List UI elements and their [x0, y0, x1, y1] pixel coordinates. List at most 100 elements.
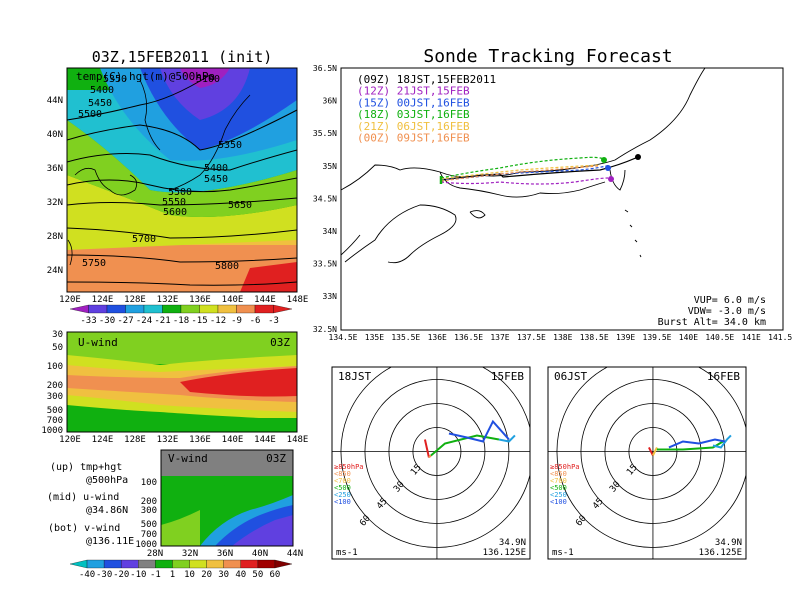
u-ytick-label: 100 — [47, 362, 63, 372]
hodo-trace — [448, 419, 510, 443]
legend-line-4: @34.86N — [86, 505, 128, 516]
track-xtick-label: 135E — [365, 333, 384, 342]
track-xtick-label: 139E — [616, 333, 635, 342]
lon-tick-label: 144E — [254, 295, 276, 305]
param-burst: Burst Alt= 34.0 km — [658, 317, 766, 328]
hodo-time: 06JST — [554, 370, 587, 383]
wind-colorbar-label: 40 — [235, 570, 246, 580]
colorbar-label: -18 — [173, 316, 189, 326]
v-wind-label: V-wind — [168, 452, 208, 465]
track-ytick-label: 36.5N — [313, 64, 337, 73]
lon-tick-label: 148E — [287, 295, 309, 305]
hodo-trace — [428, 454, 432, 459]
contour-label: 5100 — [196, 74, 220, 85]
lat-tick-label: 24N — [47, 266, 63, 276]
hodo-trace — [668, 438, 726, 449]
hodo-level-label: ≥850hPa — [334, 463, 364, 471]
left-legend: (up) tmp+hgt @500hPa (mid) u-wind @34.86… — [47, 462, 134, 547]
track-end-marker — [605, 165, 611, 171]
hodo-level-label: <700 — [334, 477, 351, 485]
track-ytick-label: 34N — [323, 227, 338, 236]
track-legend-entry: (00Z) 09JST,16FEB — [357, 132, 470, 145]
u-ytick-label: 50 — [52, 343, 63, 353]
colorbar-swatch — [162, 304, 182, 314]
track-xtick-label: 138E — [553, 333, 572, 342]
param-vup: VUP= 6.0 m/s — [694, 295, 766, 306]
contour-label: 5400 — [90, 85, 114, 96]
v-ytick-label: 300 — [141, 506, 157, 516]
track-ytick-label: 33.5N — [313, 260, 337, 269]
wind-colorbar-swatch — [240, 559, 258, 569]
lon-tick-label: 136E — [189, 295, 211, 305]
v-ytick-label: 700 — [141, 530, 157, 540]
top-colorbar: -33 -30 -27 -24 -21 -18 -15 -12 -9 -6 -3 — [69, 304, 293, 326]
colorbar-swatch — [180, 304, 200, 314]
u-ytick-label: 700 — [47, 416, 63, 426]
wind-colorbar-swatch — [189, 559, 207, 569]
main-title: Sonde Tracking Forecast — [423, 46, 672, 67]
track-xtick-label: 137.5E — [517, 333, 546, 342]
contour-label: 5500 — [78, 109, 102, 120]
lon-tick-label: 120E — [59, 295, 81, 305]
wind-colorbar-swatch — [86, 559, 105, 569]
wind-colorbar-swatch — [138, 559, 156, 569]
track-path — [440, 177, 609, 185]
colorbar-swatch — [199, 304, 219, 314]
colorbar-label: -21 — [154, 316, 170, 326]
hodo-level-label: <100 — [334, 498, 351, 506]
wind-colorbar-label: -20 — [113, 570, 129, 580]
hodo-lat: 34.9N — [715, 538, 742, 548]
lat-tick-label: 28N — [47, 232, 63, 242]
hodo-level-label: <700 — [550, 477, 567, 485]
hodo-trace — [430, 434, 500, 457]
colorbar-label: -3 — [268, 316, 279, 326]
colorbar-swatch — [236, 304, 256, 314]
hodo-level-label: <500 — [334, 484, 351, 492]
track-ytick-label: 35.5N — [313, 129, 337, 138]
u-xtick-label: 128E — [124, 435, 146, 445]
v-xtick-label: 36N — [217, 549, 233, 559]
colorbar-label: -33 — [80, 316, 96, 326]
hodo-trace — [656, 440, 724, 451]
v-xtick-label: 32N — [182, 549, 198, 559]
wind-colorbar-label: 50 — [252, 570, 263, 580]
u-xtick-label: 132E — [157, 435, 179, 445]
contour-label: 5750 — [82, 258, 106, 269]
colorbar-swatch — [254, 304, 274, 314]
u-ytick-label: 30 — [52, 330, 63, 340]
colorbar-swatch — [125, 304, 145, 314]
track-xtick-label: 136E — [428, 333, 447, 342]
colorbar-swatch — [217, 304, 237, 314]
track-xtick-label: 140.5E — [705, 333, 734, 342]
lon-tick-label: 140E — [222, 295, 244, 305]
colorbar-swatch — [106, 304, 126, 314]
colorbar-swatch — [273, 304, 293, 314]
colorbar-swatch — [143, 304, 163, 314]
track-xtick-label: 141E — [742, 333, 761, 342]
u-ytick-label: 500 — [47, 406, 63, 416]
u-wind-label: U-wind — [78, 336, 118, 349]
colorbar-swatch — [69, 304, 89, 314]
lon-tick-label: 128E — [124, 295, 146, 305]
u-xtick-label: 140E — [222, 435, 244, 445]
contour-label: 5350 — [218, 140, 242, 151]
hodo-level-label: <850 — [550, 470, 567, 478]
v-ytick-label: 1000 — [135, 540, 157, 550]
hodo-lat: 34.9N — [499, 538, 526, 548]
hodo-lon: 136.125E — [483, 548, 526, 558]
colorbar-label: -9 — [231, 316, 242, 326]
contour-label: 5550 — [162, 197, 186, 208]
v-wind-time: 03Z — [266, 452, 286, 465]
v-ytick-label: 200 — [141, 497, 157, 507]
track-path — [440, 164, 601, 180]
contour-label: 5700 — [132, 234, 156, 245]
hodo-time: 18JST — [338, 370, 371, 383]
hodo-level-label: <250 — [550, 491, 567, 499]
wind-colorbar-label: 60 — [270, 570, 281, 580]
track-ytick-label: 32.5N — [313, 325, 337, 334]
hodo-unit: ms-1 — [336, 548, 358, 558]
track-params: VUP= 6.0 m/s VDW= -3.0 m/s Burst Alt= 34… — [658, 295, 766, 328]
u-wind-time: 03Z — [270, 336, 290, 349]
legend-line-3: (mid) u-wind — [47, 492, 119, 503]
